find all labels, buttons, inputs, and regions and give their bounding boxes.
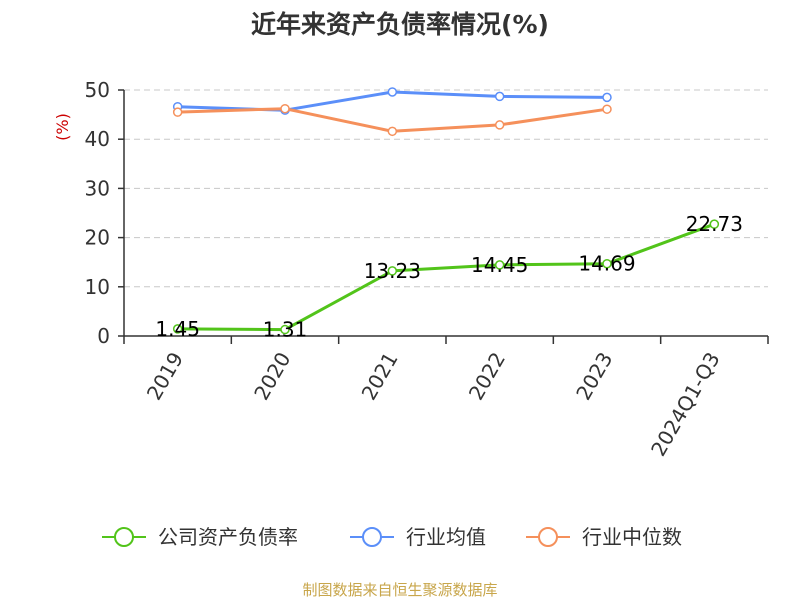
data-point	[709, 219, 720, 229]
source-note: 制图数据来自恒生聚源数据库	[302, 581, 497, 599]
x-tick-label: 2022	[464, 348, 510, 404]
data-point	[280, 324, 290, 335]
data-point	[172, 107, 183, 117]
chart-title: 近年来资产负债率情况(%)	[251, 10, 549, 39]
data-label: 14.45	[471, 253, 528, 277]
x-tick-label: 2020	[249, 348, 295, 404]
x-tick-label: 2019	[142, 348, 188, 404]
legend-label: 行业均值	[406, 525, 486, 549]
data-point	[494, 120, 505, 130]
x-tick-label: 2024Q1-Q3	[646, 348, 725, 460]
data-point	[387, 87, 398, 97]
data-point	[172, 324, 183, 334]
legend-marker	[538, 527, 558, 547]
data-label: 1.45	[155, 317, 200, 341]
legend-label: 公司资产负债率	[158, 525, 298, 549]
plot-area: 1.45 1.31 13.23 14.45 14.69 22.73	[155, 87, 743, 342]
legend-label: 行业中位数	[582, 525, 682, 549]
y-tick-label: 0	[97, 324, 110, 348]
data-point	[387, 126, 398, 137]
data-label: 22.73	[686, 212, 743, 236]
y-axis-unit-label: (%)	[53, 113, 72, 141]
series-line	[177, 222, 715, 332]
y-tick-label: 40	[85, 127, 110, 151]
data-point	[602, 104, 612, 114]
y-tick-label: 10	[85, 275, 110, 299]
data-point	[602, 92, 612, 103]
data-point	[494, 91, 505, 102]
x-tick-label: 2021	[356, 348, 402, 404]
data-point	[280, 103, 290, 114]
legend-marker	[362, 527, 382, 547]
legend: 公司资产负债率 行业均值 行业中位数	[102, 525, 682, 549]
grid-lines	[124, 89, 768, 288]
x-tick-label: 2023	[571, 348, 617, 404]
legend-marker	[114, 527, 134, 547]
y-tick-label: 20	[85, 226, 110, 250]
data-label: 1.31	[263, 318, 308, 342]
data-label: 14.69	[578, 252, 635, 276]
data-point	[387, 266, 398, 276]
data-label: 13.23	[364, 259, 421, 283]
y-tick-label: 30	[85, 176, 110, 200]
data-point	[602, 258, 612, 269]
y-tick-label: 50	[85, 78, 110, 102]
data-point	[494, 260, 505, 270]
